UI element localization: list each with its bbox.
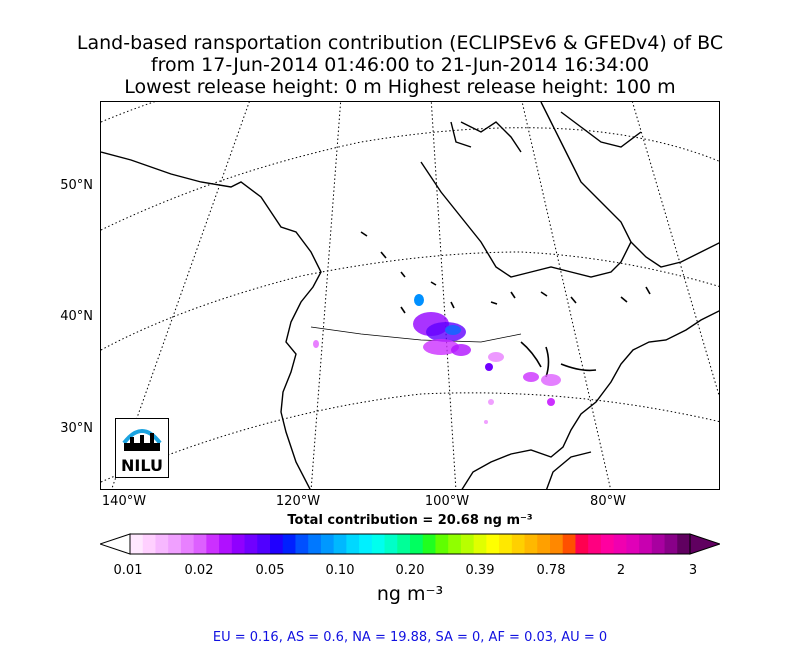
colorbar-cell [410,534,424,554]
colorbar-cell [397,534,411,554]
colorbar-tick: 0.20 [395,563,425,578]
colorbar [100,533,720,555]
colorbar-cell [384,534,398,554]
colorbar-cell [626,534,640,554]
colorbar-cell [295,534,309,554]
colorbar-cell [588,534,602,554]
colorbar-cell [155,534,169,554]
colorbar-cell [422,534,436,554]
lat-label-50n: 50°N [60,178,93,193]
total-contribution: Total contribution = 20.68 ng m⁻³ [287,513,533,528]
map-canvas [101,102,719,489]
lon-label-140w: 140°W [101,494,147,509]
colorbar-cell [511,534,526,554]
colorbar-cell [231,534,246,554]
colorbar-cell [664,534,678,554]
colorbar-cell [244,534,258,554]
graticule [101,102,719,489]
colorbar-cell [371,534,386,554]
colorbar-cell [448,534,462,554]
colorbar-cell [600,534,615,554]
colorbar-tick: 0.02 [184,563,214,578]
colorbar-cells [129,533,691,555]
border-line [310,326,522,343]
colorbar-tick: 2 [616,563,626,578]
colorbar-cell [320,534,335,554]
colorbar-cell [677,534,691,554]
concentration-plume [313,294,561,424]
map-panel: NILU [100,101,720,490]
colorbar-cell [270,534,284,554]
colorbar-cell [333,534,347,554]
coastlines [101,102,719,489]
colorbar-cell [460,534,475,554]
colorbar-tick: 0.01 [113,563,143,578]
colorbar-cell [651,534,666,554]
colorbar-cell [499,534,513,554]
lon-label-80w: 80°W [590,494,626,509]
colorbar-cell [257,534,271,554]
colorbar-cell [346,534,360,554]
colorbar-cell [308,534,322,554]
colorbar-cell [537,534,551,554]
colorbar-cell [524,534,538,554]
lon-label-120w: 120°W [275,494,321,509]
colorbar-cell [486,534,500,554]
map-title-line-1: Land-based ransportation contribution (E… [76,32,724,54]
colorbar-cell [130,534,144,554]
lat-label-40n: 40°N [60,309,93,324]
colorbar-tick: 0.05 [255,563,285,578]
colorbar-cell [613,534,627,554]
regional-contributions: EU = 0.16, AS = 0.6, NA = 19.88, SA = 0,… [212,630,608,645]
nilu-logo-icon [122,429,162,451]
colorbar-cell [550,534,564,554]
colorbar-tick: 3 [688,563,698,578]
nilu-logo: NILU [115,418,169,478]
colorbar-cell [359,534,373,554]
colorbar-cell [206,534,220,554]
colorbar-cell [639,534,653,554]
colorbar-min-arrow [100,533,131,555]
colorbar-max-arrow [689,533,720,555]
map-title-line-3: Lowest release height: 0 m Highest relea… [124,76,676,98]
colorbar-tick: 0.78 [536,563,566,578]
map-title-line-2: from 17-Jun-2014 01:46:00 to 21-Jun-2014… [150,54,650,76]
colorbar-cell [142,534,156,554]
colorbar-tick: 0.10 [325,563,355,578]
colorbar-cell [180,534,195,554]
colorbar-cell [219,534,233,554]
colorbar-unit: ng m⁻³ [376,583,444,605]
colorbar-tick: 0.39 [465,563,495,578]
lat-label-30n: 30°N [60,421,93,436]
colorbar-cell [575,534,589,554]
colorbar-cell [282,534,296,554]
colorbar-cell [168,534,182,554]
lon-label-100w: 100°W [424,494,470,509]
nilu-logo-text: NILU [121,456,163,475]
lakes [360,231,651,378]
colorbar-cell [562,534,576,554]
colorbar-cell [193,534,207,554]
colorbar-cell [473,534,487,554]
colorbar-cell [435,534,449,554]
